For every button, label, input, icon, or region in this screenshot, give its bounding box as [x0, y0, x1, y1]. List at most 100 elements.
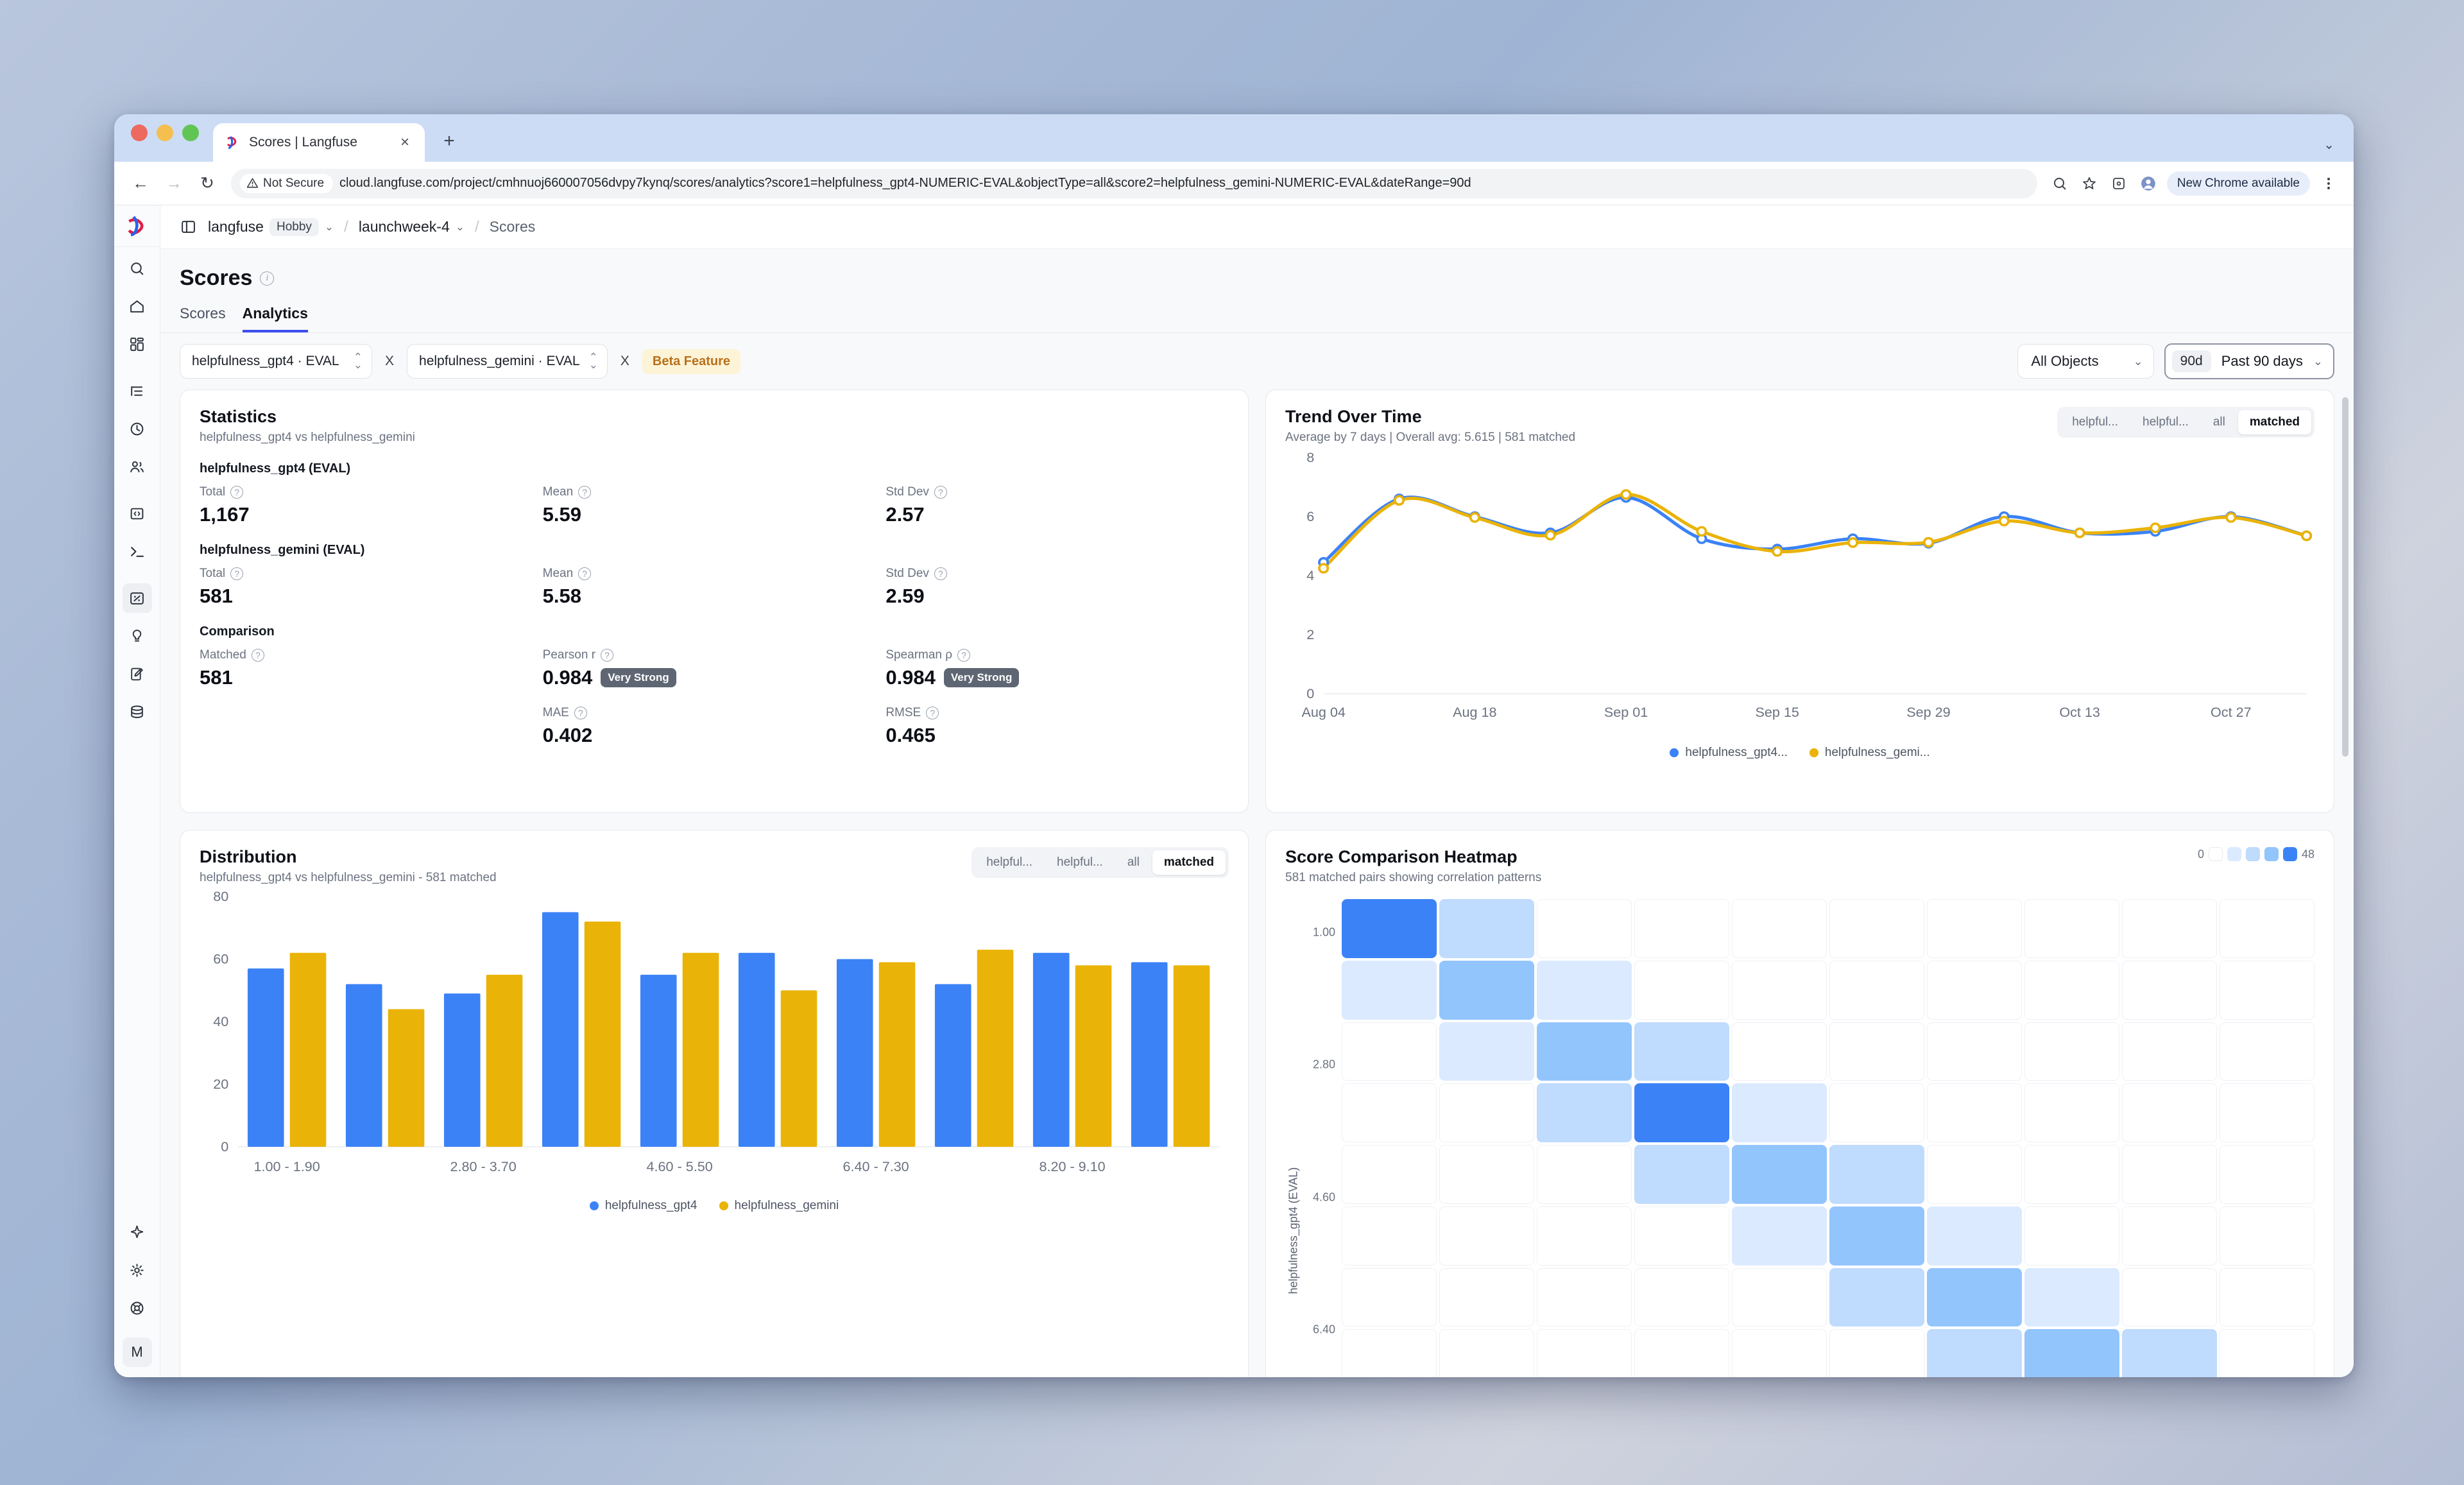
heatmap-cell[interactable] [1342, 1267, 1437, 1327]
sidebar-item-sessions[interactable] [123, 414, 152, 443]
heatmap-cell[interactable] [2024, 1267, 2119, 1327]
score1-select[interactable]: helpfulness_gpt4 · EVAL ⌃ ⌄ [180, 344, 372, 379]
trend-toggle-all[interactable]: all [2212, 415, 2225, 429]
heatmap-cell[interactable] [1537, 899, 1632, 958]
date-range-select[interactable]: 90d Past 90 days ⌄ [2164, 343, 2334, 379]
heatmap-cell[interactable] [1732, 899, 1827, 958]
heatmap-cell[interactable] [1829, 1329, 1924, 1377]
heatmap-cell[interactable] [2220, 1206, 2314, 1266]
score2-select[interactable]: helpfulness_gemini · EVAL ⌃ ⌄ [407, 344, 608, 379]
search-icon[interactable] [2049, 176, 2071, 191]
help-icon[interactable]: ? [574, 707, 587, 719]
legend-item[interactable]: helpfulness_gemini [719, 1199, 839, 1213]
help-icon[interactable]: ? [934, 486, 947, 499]
trend-toggle-score2[interactable]: helpful... [2143, 415, 2189, 429]
heatmap-cell[interactable] [1927, 1145, 2022, 1204]
heatmap-cell[interactable] [1829, 1206, 1924, 1266]
heatmap-cell[interactable] [1634, 1267, 1729, 1327]
distribution-toggle-score1[interactable]: helpful... [986, 855, 1033, 869]
heatmap-cell[interactable] [1439, 899, 1534, 958]
legend-item[interactable]: helpfulness_gemi... [1809, 746, 1930, 760]
chrome-update-pill[interactable]: New Chrome available [2166, 171, 2310, 196]
new-tab-button[interactable]: + [443, 130, 455, 151]
help-icon[interactable]: ? [251, 649, 264, 662]
remove-score1-icon[interactable]: X [385, 354, 395, 368]
trend-toggle-matched[interactable]: matched [2237, 410, 2311, 434]
sidebar-toggle-icon[interactable] [177, 216, 199, 238]
heatmap-cell[interactable] [1829, 899, 1924, 958]
help-icon[interactable]: ? [230, 567, 244, 580]
heatmap-cell[interactable] [1829, 1083, 1924, 1142]
heatmap-cell[interactable] [2024, 899, 2119, 958]
heatmap-cell[interactable] [1829, 1267, 1924, 1327]
breadcrumb-current[interactable]: Scores [489, 218, 536, 235]
heatmap-cell[interactable] [1342, 1145, 1437, 1204]
heatmap-cell[interactable] [2220, 960, 2314, 1020]
minimize-window-button[interactable] [157, 124, 173, 141]
maximize-window-button[interactable] [182, 124, 199, 141]
sidebar-item-settings-gear[interactable] [123, 1255, 152, 1285]
sidebar-item-datasets[interactable] [123, 697, 152, 726]
heatmap-cell[interactable] [1927, 1329, 2022, 1377]
langfuse-logo-icon[interactable] [123, 212, 151, 240]
heatmap-cell[interactable] [2024, 1022, 2119, 1081]
heatmap-cell[interactable] [1342, 1083, 1437, 1142]
heatmap-cell[interactable] [1927, 1022, 2022, 1081]
profile-avatar-icon[interactable] [2137, 175, 2159, 192]
heatmap-cell[interactable] [2122, 1145, 2217, 1204]
trend-toggle-score1[interactable]: helpful... [2072, 415, 2119, 429]
heatmap-cell[interactable] [1537, 1145, 1632, 1204]
sidebar-item-tracing[interactable] [123, 376, 152, 406]
heatmap-cell[interactable] [2122, 1329, 2217, 1377]
heatmap-cell[interactable] [1732, 960, 1827, 1020]
heatmap-cell[interactable] [1537, 1206, 1632, 1266]
content-scrollbar[interactable] [2342, 397, 2348, 757]
heatmap-cell[interactable] [2220, 899, 2314, 958]
heatmap-cell[interactable] [2122, 960, 2217, 1020]
heatmap-cell[interactable] [1342, 1206, 1437, 1266]
heatmap-cell[interactable] [1342, 899, 1437, 958]
heatmap-cell[interactable] [1634, 1022, 1729, 1081]
forward-button[interactable]: → [166, 173, 182, 193]
heatmap-cell[interactable] [2220, 1329, 2314, 1377]
heatmap-cell[interactable] [1634, 1206, 1729, 1266]
heatmap-cell[interactable] [2024, 1145, 2119, 1204]
heatmap-cell[interactable] [1439, 1145, 1534, 1204]
sidebar-item-prompts[interactable] [123, 499, 152, 528]
heatmap-cell[interactable] [1537, 1022, 1632, 1081]
heatmap-cell[interactable] [2122, 1206, 2217, 1266]
heatmap-cell[interactable] [1732, 1145, 1827, 1204]
back-button[interactable]: ← [132, 173, 149, 193]
heatmap-cell[interactable] [2024, 1329, 2119, 1377]
distribution-toggle-score2[interactable]: helpful... [1057, 855, 1103, 869]
heatmap-cell[interactable] [1732, 1329, 1827, 1377]
sidebar-item-evaluations[interactable] [123, 621, 152, 651]
help-icon[interactable]: ? [230, 486, 244, 499]
sidebar-item-search[interactable] [123, 253, 152, 283]
heatmap-cell[interactable] [1537, 960, 1632, 1020]
tab-scores[interactable]: Scores [180, 305, 226, 322]
heatmap-cell[interactable] [1732, 1267, 1827, 1327]
heatmap-cell[interactable] [1439, 1206, 1534, 1266]
browser-menu-kebab-icon[interactable] [2318, 176, 2340, 191]
heatmap-cell[interactable] [1927, 899, 2022, 958]
distribution-toggle-matched[interactable]: matched [1152, 850, 1226, 875]
close-window-button[interactable] [131, 124, 148, 141]
legend-item[interactable]: helpfulness_gpt4 [589, 1199, 697, 1213]
heatmap-cell[interactable] [2122, 1267, 2217, 1327]
help-icon[interactable]: ? [601, 649, 614, 662]
legend-item[interactable]: helpfulness_gpt4... [1670, 746, 1788, 760]
heatmap-cell[interactable] [1537, 1083, 1632, 1142]
breadcrumb-project[interactable]: launchweek-4 ⌄ [359, 218, 465, 236]
reload-button[interactable]: ↻ [200, 173, 214, 193]
not-secure-indicator[interactable]: Not Secure [240, 173, 334, 193]
object-type-select[interactable]: All Objects ⌄ [2017, 344, 2154, 379]
tab-analytics[interactable]: Analytics [242, 305, 308, 332]
heatmap-cell[interactable] [1927, 960, 2022, 1020]
heatmap-cell[interactable] [2220, 1267, 2314, 1327]
bookmark-star-icon[interactable] [2078, 176, 2100, 191]
heatmap-cell[interactable] [1439, 1083, 1534, 1142]
heatmap-cell[interactable] [1732, 1022, 1827, 1081]
sidebar-item-annotation[interactable] [123, 659, 152, 689]
heatmap-cell[interactable] [1634, 1083, 1729, 1142]
